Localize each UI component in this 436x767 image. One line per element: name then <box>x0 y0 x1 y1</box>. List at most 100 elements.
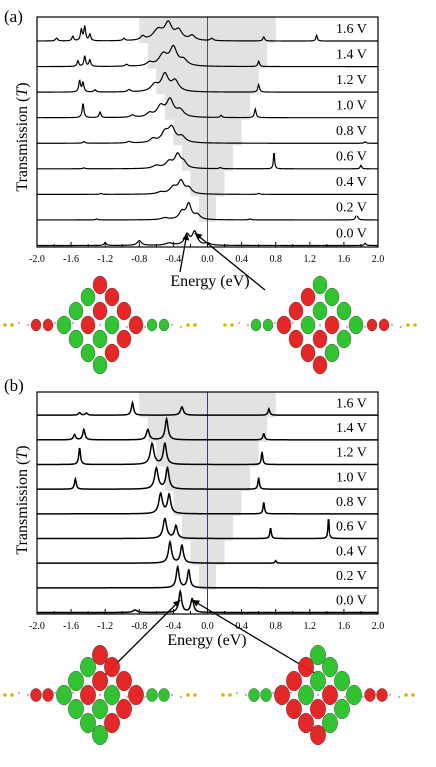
terminal-atom <box>413 323 417 327</box>
orbital-lobe <box>56 315 72 335</box>
bias-label-bg <box>330 395 376 412</box>
orbital-lobe <box>324 315 340 335</box>
transmission-curve-0.8 <box>37 124 378 144</box>
panel-a-orbital-arrows <box>179 232 266 291</box>
atom-dot <box>125 695 129 699</box>
x-tick-label: 2.0 <box>372 254 385 265</box>
atom-dot <box>53 321 57 325</box>
atom-dot <box>98 323 102 327</box>
atom-dot <box>361 695 365 699</box>
atom-dot <box>345 325 349 329</box>
orbital-lobe <box>92 329 108 349</box>
terminal-atom <box>406 323 410 327</box>
x-tick-label: -0.8 <box>131 621 147 632</box>
atom-dot <box>235 691 239 695</box>
x-tick-label: 1.2 <box>304 621 317 632</box>
bias-label-bg <box>330 592 376 609</box>
terminal-atom <box>404 693 408 697</box>
transmission-curve-1.6 <box>37 20 378 42</box>
orbital-lobe <box>80 287 96 307</box>
bias-label-bg <box>330 46 376 63</box>
terminal-atom <box>10 323 14 327</box>
molecular-orbital-image <box>223 275 417 375</box>
orbital-lobe <box>312 355 328 375</box>
panel-b-bias-windows <box>139 392 276 614</box>
x-tick-label: -0.4 <box>165 254 181 265</box>
orbital-lobe <box>250 318 262 332</box>
transmission-curve-1.4 <box>37 416 378 441</box>
orbital-lobe <box>104 343 120 363</box>
bias-label-bg <box>330 123 376 140</box>
transmission-curve-0.8 <box>37 491 378 515</box>
x-tick-label: -1.2 <box>97 621 113 632</box>
orbital-lobe <box>248 688 260 702</box>
orbital-lobe <box>324 287 340 307</box>
orbital-lobe <box>92 698 108 720</box>
orbital-lobe <box>68 698 84 720</box>
bias-label: 0.8 V <box>336 495 367 510</box>
transmission-curve-1.2 <box>37 441 378 466</box>
x-tick-label: 0.0 <box>201 621 214 632</box>
atom-dot <box>26 323 30 327</box>
orbital-lobe <box>378 318 390 332</box>
atom-dot <box>289 691 293 695</box>
bias-label: 1.2 V <box>336 73 367 88</box>
orbital-arrow-head <box>194 233 203 241</box>
panel-b-bias-labels: 1.6 V 1.4 V 1.2 V 1.0 V 0.8 V 0.6 V 0.4 V 0.2 V… <box>330 395 376 609</box>
orbital-arrow-head <box>192 600 200 607</box>
panel-a-ylabel: Transmission (T) <box>14 82 31 191</box>
bias-label-bg <box>330 225 376 242</box>
panel-a-label: (a) <box>4 7 23 26</box>
bias-label-bg <box>330 493 376 510</box>
transmission-curve-0.4 <box>37 178 378 195</box>
atom-dot <box>388 693 392 697</box>
bias-label: 0.6 V <box>336 520 367 535</box>
x-tick-label: -0.8 <box>131 254 147 265</box>
orbital-lobe <box>312 301 328 321</box>
bias-label: 1.0 V <box>336 470 367 485</box>
orbital-lobe <box>146 318 158 332</box>
atom-dot <box>271 691 275 695</box>
orbital-lobe <box>300 287 316 307</box>
atom-dot <box>17 321 21 325</box>
x-tick-label: -1.2 <box>97 254 113 265</box>
panel-a-x-tick-labels: -2.0 -1.6 -1.2 -0.8 -0.4 0.0 0.4 0.8 1.2 1.6 2.0 <box>29 254 384 265</box>
orbital-lobe <box>92 355 108 375</box>
orbital-lobe <box>116 698 132 720</box>
panel-b-curves <box>37 399 378 614</box>
bias-label-bg <box>330 71 376 88</box>
orbital-lobe <box>298 712 314 734</box>
bias-label: 0.0 V <box>336 594 367 609</box>
bias-label-bg <box>330 543 376 560</box>
panel-a: (a) 1.6 V 1.4 V 1.2 V 1.0 V 0.8 V 0.6 V 0.4 V 0… <box>3 7 417 375</box>
orbital-arrow <box>191 599 319 676</box>
terminal-atom <box>230 323 234 327</box>
panel-a-bias-windows <box>139 17 276 247</box>
x-tick-label: 0.4 <box>235 254 248 265</box>
orbital-lobe <box>68 301 84 321</box>
x-tick-label: -2.0 <box>29 621 45 632</box>
orbital-lobe <box>42 318 54 332</box>
molecular-orbital-image <box>3 644 197 746</box>
bias-label: 0.6 V <box>336 150 367 165</box>
orbital-lobe <box>80 656 96 678</box>
atom-dot <box>71 321 75 325</box>
orbital-arrow-head <box>182 233 190 241</box>
orbital-lobe <box>376 688 388 702</box>
bias-label: 1.6 V <box>336 396 367 411</box>
orbital-lobe <box>334 670 350 692</box>
orbital-lobe <box>80 712 96 734</box>
panel-b-ylabel: Transmission (T) <box>14 445 31 554</box>
transmission-curve-0.6 <box>37 152 378 170</box>
orbital-lobe <box>298 684 314 706</box>
terminal-atom <box>3 323 7 327</box>
x-tick-label: -1.6 <box>63 254 79 265</box>
bias-label: 1.4 V <box>336 47 367 62</box>
panel-a-curves <box>36 20 378 247</box>
panel-b-x-ticks <box>36 609 379 614</box>
orbital-lobe <box>92 301 108 321</box>
orbital-lobe <box>80 343 96 363</box>
orbital-lobe <box>92 670 108 692</box>
bias-label-bg <box>330 199 376 216</box>
atom-dot <box>246 323 250 327</box>
